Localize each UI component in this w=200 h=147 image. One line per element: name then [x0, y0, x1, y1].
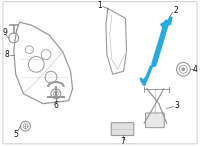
Text: 2: 2 [173, 6, 178, 15]
Text: 1: 1 [98, 1, 102, 10]
Text: 7: 7 [120, 137, 125, 146]
FancyBboxPatch shape [111, 123, 134, 136]
Text: 9: 9 [2, 27, 7, 37]
Text: 8: 8 [4, 50, 9, 59]
Text: 3: 3 [174, 101, 179, 110]
Polygon shape [161, 18, 172, 27]
Text: 5: 5 [13, 130, 18, 138]
Circle shape [182, 68, 185, 70]
Text: 4: 4 [193, 65, 198, 74]
Text: 6: 6 [53, 101, 58, 110]
FancyBboxPatch shape [146, 113, 164, 128]
